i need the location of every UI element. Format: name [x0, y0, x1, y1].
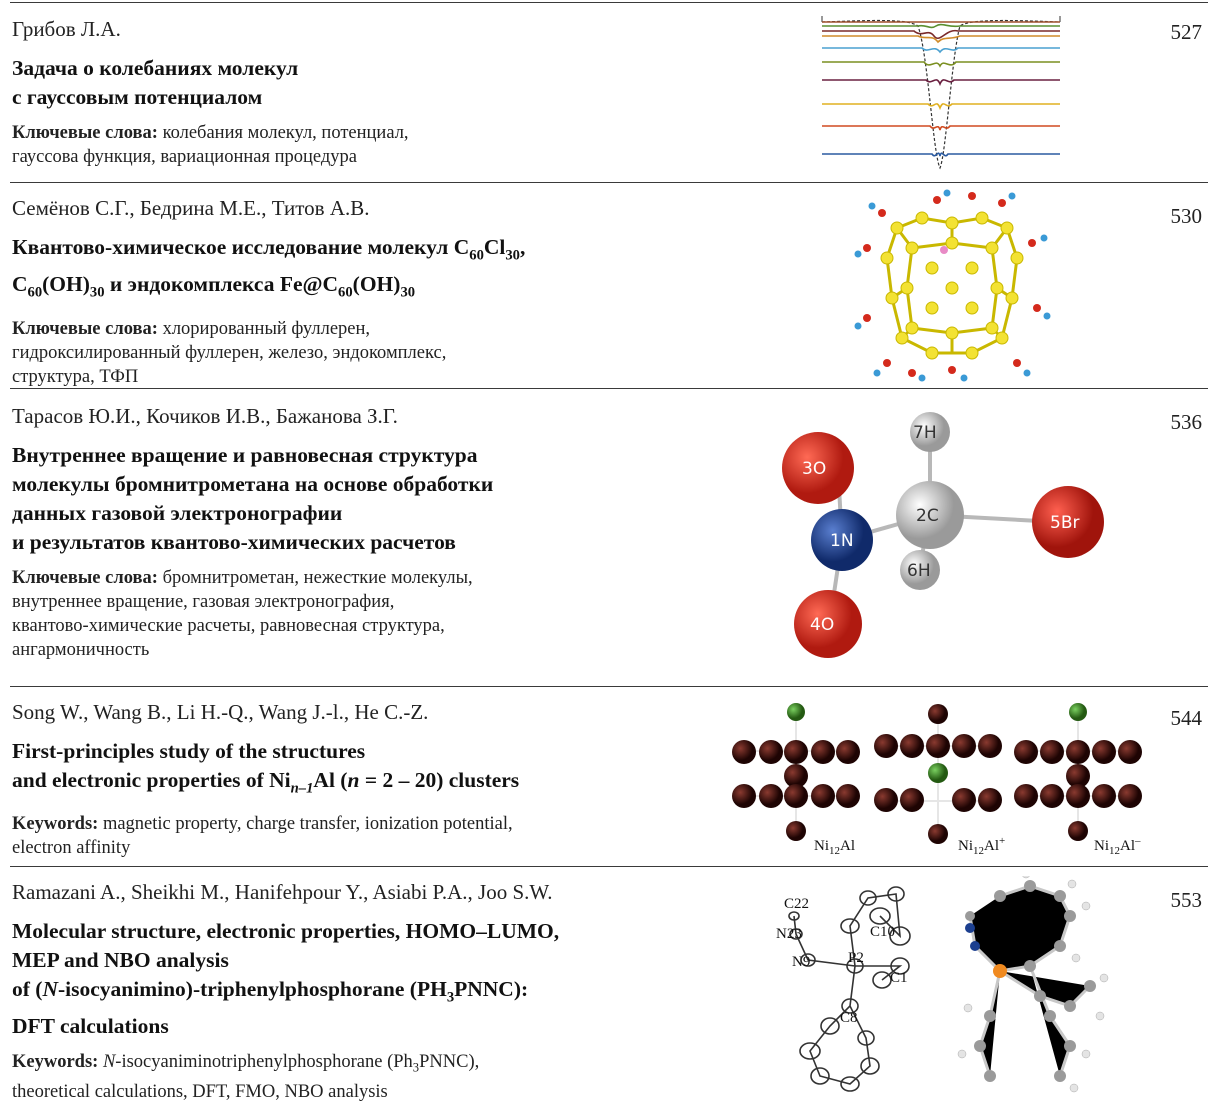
atom-label: 1N [830, 531, 854, 551]
ni-al-clusters: Ni12Al Ni12Al+ Ni12Al– [732, 703, 1142, 857]
entry-keywords: Keywords: magnetic property, charge tran… [12, 814, 513, 859]
ph3pnnc-structures: C22 N23 N9 P2 C10 C1 C8 [776, 876, 1109, 1093]
separator-rule [10, 866, 1208, 867]
keywords-label: Ключевые слова: [12, 318, 158, 339]
entry-ramazani: Ramazani A., Sheikhi M., Hanifehpour Y.,… [0, 866, 1208, 1102]
entry-keywords: Ключевые слова: хлорированный фуллерен, … [12, 318, 447, 387]
ortep-label: P2 [848, 950, 864, 966]
keywords-label: Keywords: [12, 1052, 99, 1073]
entry-song: Song W., Wang B., Li H.-Q., Wang J.-l., … [0, 686, 1208, 866]
entry-title[interactable]: Квантово-химическое исследование молекул… [12, 235, 526, 301]
entry-authors: Семёнов С.Г., Бедрина М.Е., Титов А.В. [12, 196, 370, 220]
entry-semenov: Семёнов С.Г., Бедрина М.Е., Титов А.В. К… [0, 182, 1208, 388]
page-number: 527 [1170, 20, 1203, 44]
cluster-label: Ni12Al+ [958, 835, 1005, 857]
keywords-label: Ключевые слова: [12, 568, 158, 588]
entry-tarasov: Тарасов Ю.И., Кочиков И.В., Бажанова З.Г… [0, 388, 1208, 686]
entry-authors: Song W., Wang B., Li H.-Q., Wang J.-l., … [12, 700, 429, 724]
atom-label: 2C [916, 506, 939, 526]
atom-label: 4O [810, 615, 834, 635]
entry-authors: Грибов Л.А. [12, 17, 121, 41]
ortep-label: C22 [784, 896, 809, 912]
keywords-label: Ключевые слова: [12, 123, 158, 143]
ortep-label: C8 [840, 1010, 858, 1026]
entry-gribov: Грибов Л.А. Задача о колебаниях молекул … [0, 2, 1208, 182]
ortep-label: N23 [776, 926, 802, 942]
atom-label: 6H [907, 561, 931, 581]
separator-rule [10, 388, 1208, 389]
cluster-label: Ni12Al– [1094, 835, 1141, 857]
atom-label: 3O [802, 459, 826, 479]
entry-keywords: Ключевые слова: колебания молекул, потен… [12, 123, 409, 167]
ortep-label: N9 [792, 954, 810, 970]
separator-rule [10, 686, 1208, 687]
keywords-label: Keywords: [12, 814, 99, 835]
ortep-label: C10 [870, 924, 895, 940]
separator-rule [10, 182, 1208, 183]
bromonitromethane-molecule: 3O 7H 2C 5Br 1N 6H 4O [782, 412, 1104, 658]
gaussian-potential-levels-plot [821, 16, 1061, 170]
fullerene-molecule [854, 189, 1051, 382]
cluster-label: Ni12Al [814, 838, 855, 857]
entry-keywords: Keywords: N-isocyaniminotriphenylphospho… [12, 1052, 480, 1102]
entry-title[interactable]: Внутреннее вращение и равновесная структ… [12, 443, 494, 554]
top-rule [10, 2, 1208, 3]
ortep-label: C1 [890, 970, 908, 986]
entry-title[interactable]: First-principles study of the structures… [12, 739, 520, 797]
entry-authors: Ramazani A., Sheikhi M., Hanifehpour Y.,… [12, 880, 553, 904]
page-number: 536 [1170, 410, 1203, 434]
entry-authors: Тарасов Ю.И., Кочиков И.В., Бажанова З.Г… [12, 404, 398, 428]
entry-keywords: Ключевые слова: бромнитрометан, нежестки… [12, 568, 473, 660]
atom-label: 7H [913, 423, 937, 443]
entry-title[interactable]: Задача о колебаниях молекул с гауссовым … [12, 56, 299, 109]
page-number: 553 [1170, 888, 1203, 912]
page-number: 544 [1170, 706, 1203, 730]
atom-label: 5Br [1050, 513, 1079, 533]
page-number: 530 [1170, 204, 1203, 228]
entry-title[interactable]: Molecular structure, electronic properti… [12, 919, 560, 1039]
